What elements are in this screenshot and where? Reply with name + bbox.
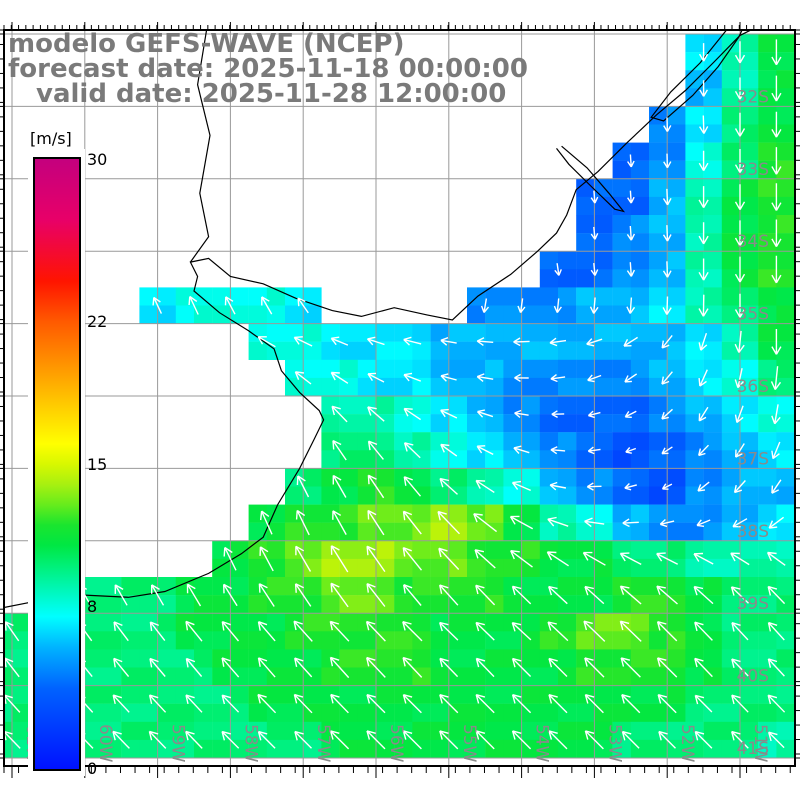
lat-label-35S: 35S: [737, 305, 769, 325]
map-frame-and-ticks: [0, 22, 800, 778]
forecast-date: forecast date: 2025-11-18 00:00:00: [8, 54, 528, 84]
colorbar-gradient: [35, 159, 79, 769]
lat-label-40S: 40S: [737, 667, 769, 687]
valid-date: valid date: 2025-11-28 12:00:00: [36, 79, 507, 109]
model-title: modelo GEFS-WAVE (NCEP): [8, 29, 405, 59]
colorbar-frame: [33, 157, 81, 771]
lon-label-55W: 55W: [459, 724, 479, 763]
colorbar-tick-8: 8: [87, 596, 98, 616]
grid-lines: [4, 30, 795, 766]
lat-label-36S: 36S: [737, 377, 769, 397]
lat-label-33S: 33S: [737, 160, 769, 180]
axis-labels: 32S33S34S35S36S37S38S39S40S41S61W60W59W5…: [22, 87, 770, 762]
lon-label-57W: 57W: [313, 724, 333, 763]
wind-arrows: [4, 39, 786, 750]
lon-label-60W: 60W: [95, 724, 115, 763]
colorbar-tick-0: 0: [87, 759, 98, 778]
lat-label-34S: 34S: [737, 232, 769, 252]
lon-label-54W: 54W: [532, 724, 552, 763]
lat-label-32S: 32S: [737, 87, 769, 107]
colorbar-tick-30: 30: [87, 150, 108, 169]
lon-label-56W: 56W: [386, 724, 406, 763]
lon-label-58W: 58W: [240, 724, 260, 763]
lon-label-52W: 52W: [677, 724, 697, 763]
lat-label-41S: 41S: [737, 739, 769, 759]
lat-label-37S: 37S: [737, 449, 769, 469]
lon-label-51W: 51W: [750, 724, 770, 763]
lon-label-53W: 53W: [604, 724, 624, 763]
lon-label-59W: 59W: [168, 724, 188, 763]
colorbar: [28, 149, 85, 776]
lat-label-39S: 39S: [737, 594, 769, 614]
lat-label-38S: 38S: [737, 522, 769, 542]
colorbar-tick-22: 22: [87, 312, 108, 332]
coastline: [4, 30, 753, 609]
colorbar-tick-15: 15: [87, 454, 108, 474]
colorbar-unit-label: [m/s]: [28, 129, 74, 148]
